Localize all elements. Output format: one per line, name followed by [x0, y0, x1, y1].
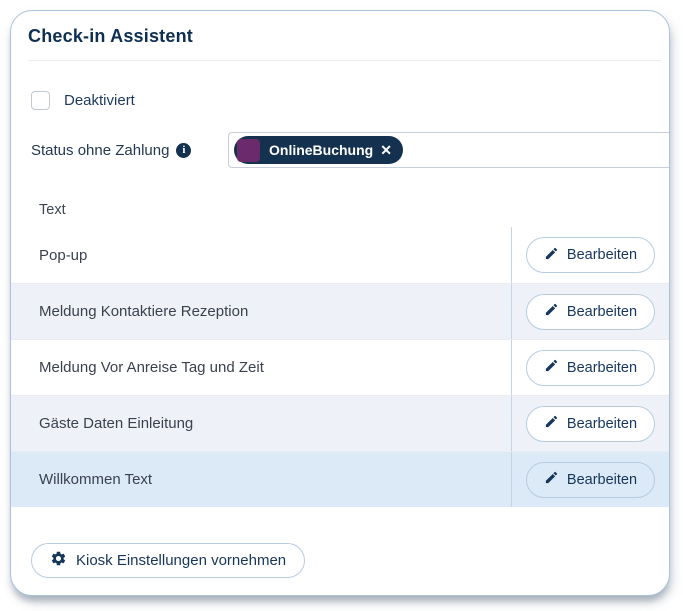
status-chip: OnlineBuchung ✕	[234, 136, 403, 164]
edit-pencil-icon	[544, 358, 559, 377]
row-label: Willkommen Text	[39, 471, 153, 488]
text-table: Pop-up Bearbeiten Meldung Kontaktiere Re…	[11, 227, 669, 507]
row-action-cell: Bearbeiten	[511, 396, 669, 451]
edit-button-label: Bearbeiten	[566, 359, 638, 376]
text-column-header: Text	[39, 202, 66, 218]
table-row: Meldung Kontaktiere Rezeption Bearbeiten	[11, 283, 669, 339]
row-action-cell: Bearbeiten	[511, 227, 669, 283]
table-row: Meldung Vor Anreise Tag und Zeit Bearbei…	[11, 339, 669, 395]
edit-button[interactable]: Bearbeiten	[525, 461, 656, 498]
edit-button-label: Bearbeiten	[566, 415, 638, 432]
status-ohne-zahlung-row: Status ohne Zahlung i OnlineBuchung ✕	[31, 132, 669, 168]
kiosk-settings-button[interactable]: Kiosk Einstellungen vornehmen	[31, 543, 306, 578]
chip-label: OnlineBuchung	[269, 142, 374, 158]
status-field-label: Status ohne Zahlung	[31, 141, 170, 159]
table-row: Pop-up Bearbeiten	[11, 227, 669, 283]
info-icon[interactable]: i	[176, 142, 192, 158]
edit-button[interactable]: Bearbeiten	[525, 405, 656, 442]
edit-button[interactable]: Bearbeiten	[525, 293, 656, 330]
edit-pencil-icon	[544, 414, 559, 433]
card-header: Check-in Assistent	[11, 11, 669, 61]
row-action-cell: Bearbeiten	[511, 452, 669, 507]
edit-button-label: Bearbeiten	[566, 247, 638, 263]
deactivated-row: Deaktiviert	[31, 91, 135, 110]
row-label: Pop-up	[39, 246, 88, 264]
edit-pencil-icon	[544, 470, 559, 489]
chip-color-swatch	[237, 138, 260, 162]
deactivated-checkbox-label: Deaktiviert	[64, 92, 135, 109]
edit-pencil-icon	[544, 246, 559, 265]
gear-icon	[50, 550, 67, 571]
row-action-cell: Bearbeiten	[511, 284, 669, 339]
edit-pencil-icon	[544, 302, 559, 321]
row-label: Meldung Vor Anreise Tag und Zeit	[39, 359, 264, 376]
edit-button[interactable]: Bearbeiten	[525, 237, 656, 273]
row-label: Gäste Daten Einleitung	[39, 415, 194, 432]
kiosk-settings-button-label: Kiosk Einstellungen vornehmen	[76, 552, 287, 569]
edit-button-label: Bearbeiten	[566, 303, 638, 320]
status-chip-input[interactable]: OnlineBuchung ✕	[228, 132, 669, 168]
row-label: Meldung Kontaktiere Rezeption	[39, 303, 249, 320]
page-title: Check-in Assistent	[28, 25, 193, 46]
deactivated-checkbox[interactable]	[31, 91, 50, 110]
table-row: Willkommen Text Bearbeiten	[11, 451, 669, 507]
table-row: Gäste Daten Einleitung Bearbeiten	[11, 395, 669, 451]
row-action-cell: Bearbeiten	[511, 340, 669, 395]
edit-button[interactable]: Bearbeiten	[525, 349, 656, 386]
checkin-assistant-card: Check-in Assistent Deaktiviert Status oh…	[10, 10, 670, 596]
edit-button-label: Bearbeiten	[566, 471, 638, 488]
close-icon[interactable]: ✕	[380, 142, 392, 158]
